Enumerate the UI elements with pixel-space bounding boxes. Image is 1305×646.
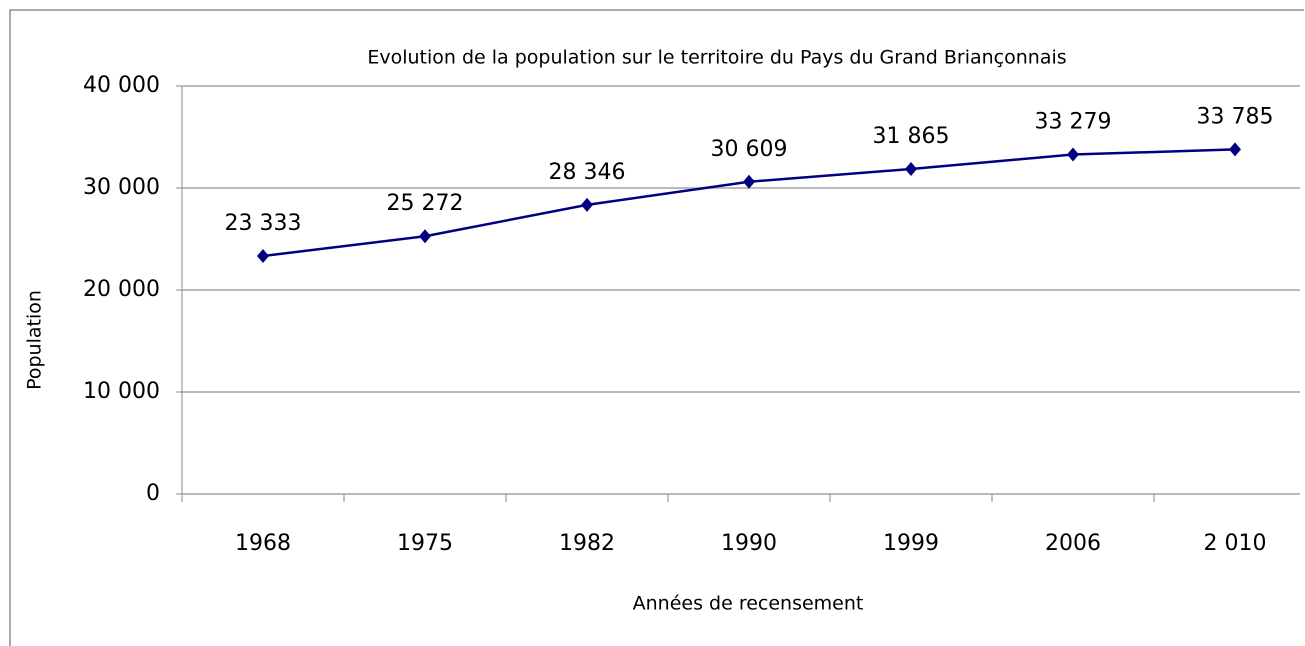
x-tick-label: 1975: [397, 531, 453, 556]
data-label: 30 609: [711, 137, 788, 162]
data-label: 31 865: [873, 124, 950, 149]
x-tick-label: 1982: [559, 531, 615, 556]
data-label: 25 272: [387, 191, 464, 216]
marker: [419, 229, 431, 244]
chart-border: [9, 9, 1304, 646]
marker: [581, 197, 593, 212]
marker: [743, 174, 755, 189]
marker: [905, 161, 917, 176]
y-tick-label: 20 000: [83, 277, 160, 302]
marker: [1229, 142, 1241, 157]
y-tick-label: 10 000: [83, 379, 160, 404]
y-axis-title: Population: [24, 290, 46, 390]
marker: [257, 249, 269, 264]
y-tick-label: 40 000: [83, 73, 160, 98]
y-tick-label: 0: [146, 481, 160, 506]
chart-title: Evolution de la population sur le territ…: [367, 47, 1066, 69]
marker: [1067, 147, 1079, 162]
y-tick-label: 30 000: [83, 175, 160, 200]
x-tick-label: 2006: [1045, 531, 1101, 556]
x-tick-label: 1968: [235, 531, 291, 556]
x-axis-title: Années de recensement: [633, 593, 864, 615]
data-label: 33 785: [1197, 104, 1274, 129]
data-label: 33 279: [1035, 110, 1112, 135]
data-label: 23 333: [225, 211, 302, 236]
x-tick-label: 1990: [721, 531, 777, 556]
data-label: 28 346: [549, 160, 626, 185]
x-tick-label: 2 010: [1204, 531, 1267, 556]
x-tick-label: 1999: [883, 531, 939, 556]
